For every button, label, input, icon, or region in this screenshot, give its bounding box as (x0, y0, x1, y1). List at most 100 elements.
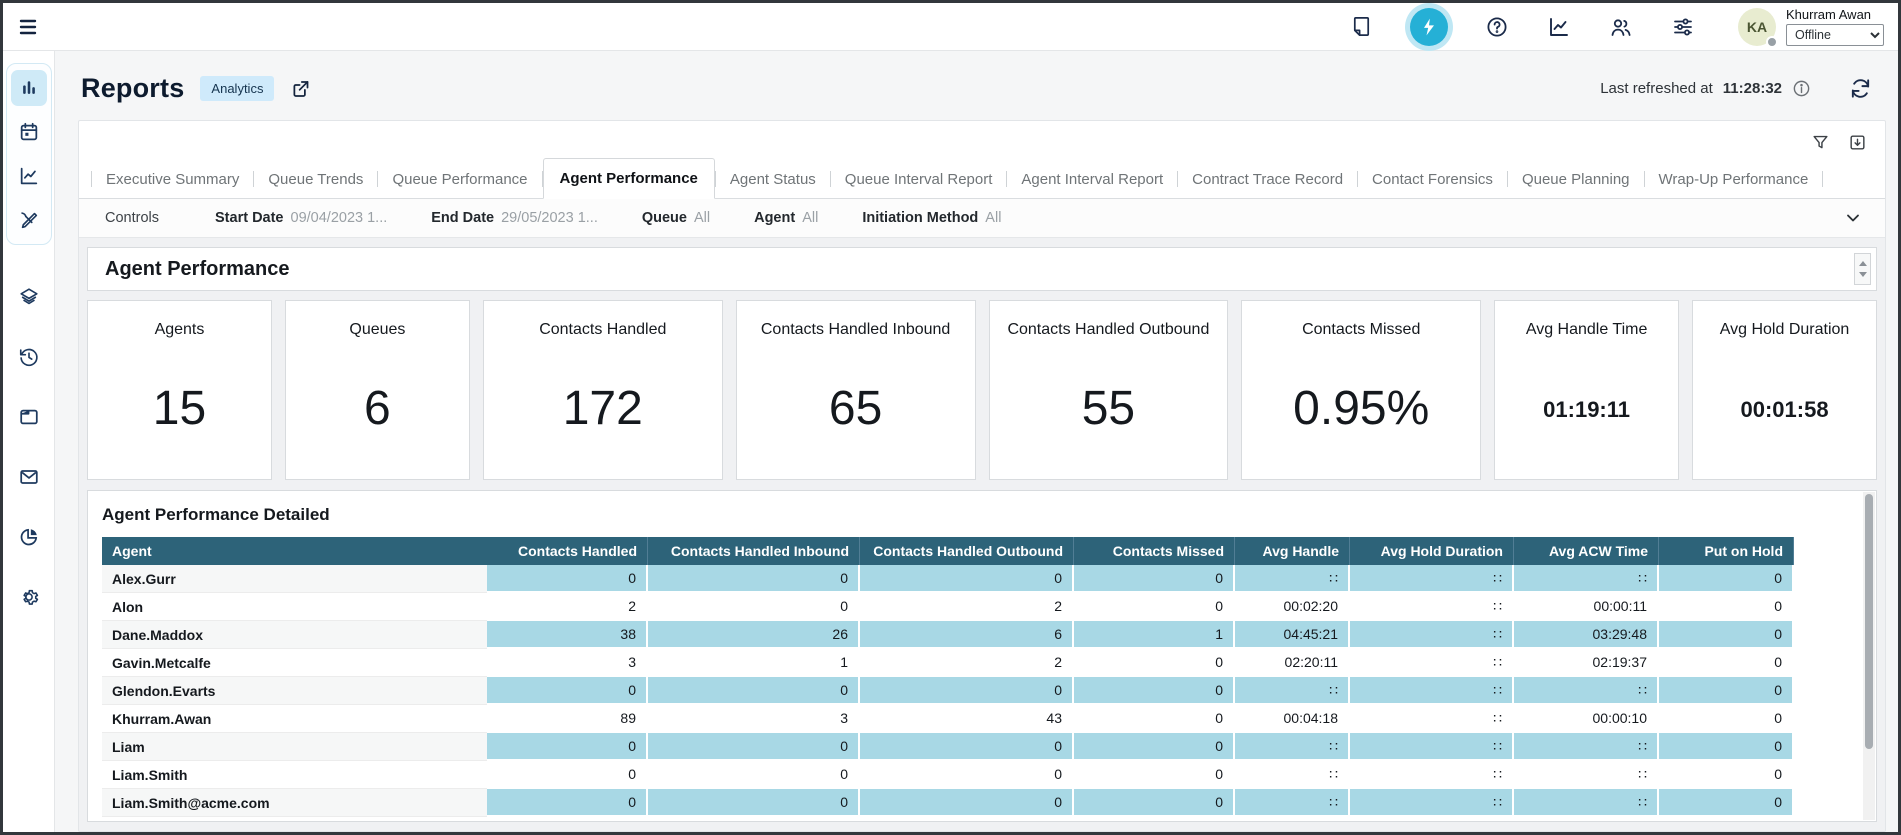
users-icon[interactable] (1608, 14, 1634, 40)
metric-cell: 0 (648, 677, 860, 705)
sliders-icon[interactable] (1670, 14, 1696, 40)
kpi-value: 172 (563, 381, 643, 436)
metric-cell: 04:45:21 (1235, 621, 1350, 649)
pie-chart-icon[interactable] (11, 519, 47, 555)
col-header-avg-acw-time[interactable]: Avg ACW Time (1514, 537, 1659, 565)
metric-cell: 0 (1659, 593, 1794, 621)
help-icon[interactable] (1484, 14, 1510, 40)
table-header-row: AgentContacts HandledContacts Handled In… (102, 537, 1794, 565)
col-header-avg-hold-duration[interactable]: Avg Hold Duration (1350, 537, 1514, 565)
metric-cell: 0 (1074, 677, 1235, 705)
tab-contract-trace-record[interactable]: Contract Trace Record (1178, 162, 1357, 198)
tab-agent-performance[interactable]: Agent Performance (543, 158, 715, 199)
refresh-icon[interactable] (1849, 77, 1872, 100)
tab-queue-performance[interactable]: Queue Performance (378, 162, 541, 198)
layers-icon[interactable] (11, 279, 47, 315)
col-header-contacts-handled[interactable]: Contacts Handled (487, 537, 648, 565)
tab-agent-interval-report[interactable]: Agent Interval Report (1007, 162, 1177, 198)
bar-chart-icon[interactable] (11, 70, 47, 106)
bolt-icon[interactable] (1410, 8, 1448, 46)
mail-icon[interactable] (11, 459, 47, 495)
filter-start-date[interactable]: Start Date09/04/2023 1... (215, 210, 387, 226)
filter-value: All (802, 210, 818, 226)
info-icon[interactable] (1792, 79, 1811, 98)
sidebar (3, 51, 55, 832)
tab-queue-interval-report[interactable]: Queue Interval Report (831, 162, 1007, 198)
history-icon[interactable] (11, 339, 47, 375)
col-header-contacts-handled-outbound[interactable]: Contacts Handled Outbound (860, 537, 1074, 565)
tab-contact-forensics[interactable]: Contact Forensics (1358, 162, 1507, 198)
detailed-table-panel: Agent Performance Detailed AgentContacts… (87, 490, 1877, 822)
chevron-down-icon[interactable] (1843, 208, 1863, 228)
metric-cell: 0 (1074, 789, 1235, 817)
tab-queue-planning[interactable]: Queue Planning (1508, 162, 1644, 198)
agent-name-cell: Liam (102, 733, 487, 761)
status-select[interactable]: Offline (1786, 24, 1884, 46)
col-header-contacts-missed[interactable]: Contacts Missed (1074, 537, 1235, 565)
filter-end-date[interactable]: End Date 29/05/2023 1... (431, 210, 598, 226)
report-content: Agent Performance Agents15Queues6Contact… (79, 238, 1885, 831)
section-title: Agent Performance (105, 258, 290, 281)
metric-cell: 0 (1659, 705, 1794, 733)
kpi-label: Contacts Handled Inbound (761, 321, 950, 339)
gear-icon[interactable] (11, 579, 47, 615)
metric-cell: ∷ (1514, 789, 1659, 817)
metric-cell: 6 (860, 621, 1074, 649)
external-link-icon[interactable] (290, 78, 311, 99)
avatar[interactable]: KA (1738, 8, 1776, 46)
table-scrollbar-thumb[interactable] (1865, 494, 1873, 749)
note-icon[interactable] (1348, 14, 1374, 40)
filter-label: End Date (431, 210, 494, 226)
analytics-badge: Analytics (200, 76, 274, 101)
spinner-down-icon[interactable] (1859, 272, 1867, 277)
metric-cell: 0 (648, 565, 860, 593)
col-header-agent[interactable]: Agent (102, 537, 487, 565)
download-icon[interactable] (1848, 133, 1867, 152)
col-header-contacts-handled-inbound[interactable]: Contacts Handled Inbound (648, 537, 860, 565)
section-spinner[interactable] (1854, 253, 1871, 285)
calendar-icon[interactable] (11, 114, 47, 150)
hamburger-menu-icon[interactable] (17, 15, 41, 39)
kpi-value: 00:01:58 (1740, 397, 1828, 423)
filter-value: All (694, 210, 710, 226)
tab-wrap-up-performance[interactable]: Wrap-Up Performance (1645, 162, 1823, 198)
metric-cell: ∷ (1514, 677, 1659, 705)
kpi-card-agents: Agents15 (87, 300, 272, 480)
table-row-liam-smith: Liam.Smith0000∷∷∷0 (102, 761, 1794, 789)
tab-agent-status[interactable]: Agent Status (716, 162, 830, 198)
tab-executive-summary[interactable]: Executive Summary (92, 162, 253, 198)
metric-cell: 0 (1659, 789, 1794, 817)
filter-label: Initiation Method (862, 210, 978, 226)
kpi-label: Avg Hold Duration (1720, 321, 1850, 339)
metric-cell: 2 (487, 593, 648, 621)
table-title: Agent Performance Detailed (102, 505, 1876, 525)
col-header-avg-handle[interactable]: Avg Handle (1235, 537, 1350, 565)
filter-initiation-method[interactable]: Initiation MethodAll (862, 210, 1001, 226)
metric-cell: 0 (1659, 677, 1794, 705)
col-header-put-on-hold[interactable]: Put on Hold (1659, 537, 1794, 565)
filter-icon[interactable] (1811, 133, 1830, 152)
metric-cell: 0 (860, 761, 1074, 789)
metric-cell: ∷ (1235, 733, 1350, 761)
design-icon[interactable] (11, 202, 47, 238)
tab-queue-trends[interactable]: Queue Trends (254, 162, 377, 198)
window-icon[interactable] (11, 399, 47, 435)
line-chart-icon[interactable] (1546, 14, 1572, 40)
metric-cell: 0 (487, 761, 648, 789)
metric-cell: 0 (1074, 733, 1235, 761)
kpi-card-contacts-missed: Contacts Missed0.95% (1241, 300, 1481, 480)
metric-cell: 00:00:11 (1514, 593, 1659, 621)
kpi-card-contacts-handled: Contacts Handled172 (483, 300, 723, 480)
spinner-up-icon[interactable] (1859, 261, 1867, 266)
filter-queue[interactable]: QueueAll (642, 210, 710, 226)
filter-agent[interactable]: AgentAll (754, 210, 818, 226)
kpi-value: 6 (364, 381, 391, 436)
metric-cell: ∷ (1235, 677, 1350, 705)
filter-value: 29/05/2023 1... (501, 210, 598, 226)
kpi-value: 01:19:11 (1543, 397, 1630, 423)
kpi-row: Agents15Queues6Contacts Handled172Contac… (87, 300, 1877, 480)
trend-icon[interactable] (11, 158, 47, 194)
metric-cell: 0 (860, 733, 1074, 761)
metric-cell: 00:02:20 (1235, 593, 1350, 621)
metric-cell: 3 (487, 649, 648, 677)
